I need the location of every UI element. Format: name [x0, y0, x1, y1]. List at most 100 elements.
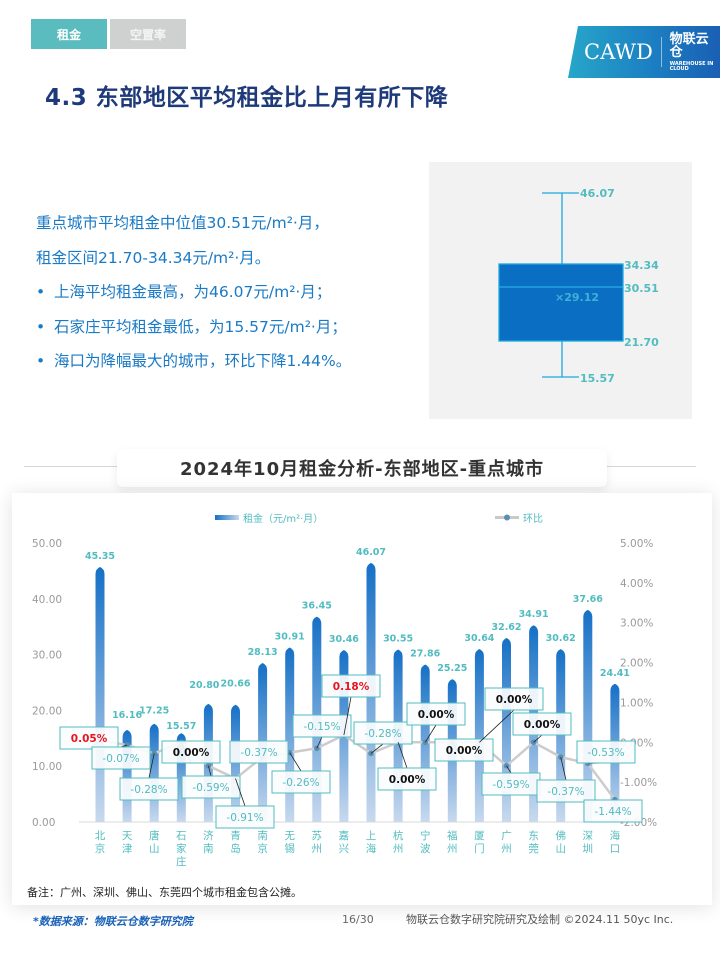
category-label: 州 [501, 843, 512, 855]
summary-bullet-lowest: 石家庄平均租金最低，为15.57元/m²·月； [36, 310, 431, 345]
data-source: *数据来源：物联云仓数字研究院 [33, 915, 193, 928]
box-mean-label: ×29.12 [555, 291, 599, 304]
mom-callout [215, 805, 275, 829]
category-label: 山 [149, 843, 160, 855]
rent-value-label: 37.66 [573, 594, 603, 605]
rent-value-label: 36.45 [302, 601, 332, 612]
mom-callout [181, 775, 241, 799]
mom-value-label: -0.26% [282, 777, 319, 789]
mom-callout [91, 746, 151, 770]
mom-callout [484, 687, 544, 711]
box-min-label: 15.57 [580, 372, 615, 385]
summary-line-2: 租金区间21.70-34.34元/m²·月。 [36, 248, 271, 267]
category-label: 家 [176, 842, 187, 855]
mom-callout [536, 779, 596, 803]
logo-en-text: WAREHOUSE IN CLOUD [669, 60, 714, 72]
mom-callout [377, 767, 437, 791]
right-axis-tick: -1.00% [620, 777, 657, 789]
category-label: 济 [203, 829, 214, 842]
left-axis-tick: 10.00 [32, 761, 62, 773]
legend-rent-label: 租金（元/m²·月） [243, 512, 323, 525]
left-axis-tick: 20.00 [32, 705, 62, 717]
category-label: 福 [447, 829, 458, 842]
tab-rent[interactable]: 租金 [31, 19, 107, 49]
mom-value-label: -0.91% [226, 812, 263, 824]
category-label: 杭 [393, 829, 404, 842]
mom-callout [59, 726, 119, 750]
mom-callout [292, 714, 352, 738]
rent-chart: 租金（元/m²·月） 环比 0.00 10.00 20.00 30.00 40.00 50.0… [12, 493, 712, 905]
category-label: 州 [312, 843, 323, 855]
summary-bullet-highest: 上海平均租金最高，为46.07元/m²·月； [36, 275, 431, 310]
mom-value-label: 0.00% [446, 745, 483, 757]
box-plot-panel: 46.07 34.34 30.51 ×29.12 21.70 15.57 [429, 162, 692, 419]
mom-value-label: -0.53% [587, 747, 624, 759]
mom-callout [353, 721, 413, 745]
category-label: 唐 [149, 829, 160, 842]
category-label: 圳 [583, 843, 594, 855]
legend-rent-swatch [215, 515, 239, 520]
category-label: 北 [95, 830, 106, 842]
category-label: 上 [366, 830, 377, 842]
right-axis-tick: 4.00% [620, 578, 653, 590]
logo-divider [660, 37, 662, 67]
footer-credit: 物联云仓数字研究院研究及绘制 ©2024.11 50yc Inc. [406, 913, 674, 926]
mom-point [124, 742, 130, 748]
mom-value-label: -0.37% [240, 747, 277, 759]
rent-bar [149, 723, 159, 822]
rent-value-label: 45.35 [85, 551, 115, 562]
category-label: 州 [447, 843, 458, 855]
rent-value-label: 30.64 [464, 633, 494, 644]
summary-text: 重点城市平均租金中位值30.51元/m²·月， 租金区间21.70-34.34元… [36, 206, 431, 379]
mom-value-label: 0.00% [173, 747, 210, 759]
rent-value-label: 17.25 [139, 706, 169, 717]
mom-callout [271, 770, 331, 794]
category-label: 京 [95, 842, 106, 855]
rent-bar [474, 649, 484, 822]
category-label: 厦 [474, 830, 485, 842]
category-label: 津 [122, 843, 133, 855]
chart-note: 备注：广州、深圳、佛山、东莞四个城市租金包含公摊。 [27, 886, 302, 899]
tab-bar: 租金 空置率 [31, 19, 186, 49]
right-axis-tick: 1.00% [620, 697, 653, 709]
chart-title: 2024年10月租金分析-东部地区-重点城市 [117, 449, 607, 487]
category-label: 宁 [420, 829, 431, 842]
category-label: 嘉 [339, 829, 350, 842]
logo-cn-text: 物联云仓 [669, 31, 709, 60]
mom-callout [434, 738, 494, 762]
category-label: 苏 [312, 829, 323, 842]
warehouse-in-cloud-logo: 物联云仓 WAREHOUSE IN CLOUD [670, 33, 720, 72]
box-q1-label: 21.70 [624, 336, 659, 349]
page-number: 16/30 [342, 913, 374, 926]
mom-value-label: 0.05% [71, 733, 108, 745]
category-label: 南 [203, 842, 214, 855]
page-title: 4.3 东部地区平均租金比上月有所下降 [45, 85, 449, 111]
section-divider-right [600, 466, 696, 467]
section-divider-left [24, 466, 124, 467]
rent-bar [95, 566, 105, 822]
mom-value-label: -0.15% [303, 721, 340, 733]
right-axis-tick: 5.00% [620, 538, 653, 550]
left-axis-tick: 0.00 [32, 817, 55, 829]
category-label: 广 [501, 830, 512, 842]
tab-vacancy[interactable]: 空置率 [110, 19, 186, 49]
legend-mom-swatch [504, 514, 510, 521]
mom-value-label: -0.28% [364, 728, 401, 740]
mom-value-label: -0.59% [192, 782, 229, 794]
category-label: 口 [610, 843, 621, 855]
mom-callout [406, 702, 466, 726]
rent-value-label: 28.13 [248, 647, 278, 658]
category-label: 波 [420, 842, 431, 855]
mom-callout [512, 712, 572, 736]
mom-value-label: 0.00% [418, 709, 455, 721]
summary-line-1: 重点城市平均租金中位值30.51元/m²·月， [36, 214, 329, 232]
mom-callout [321, 674, 381, 698]
category-label: 天 [122, 830, 133, 842]
mom-callout [576, 740, 636, 764]
category-label: 兴 [339, 843, 350, 855]
cawd-logo-text: CAWD [584, 40, 653, 64]
mom-value-label: 0.00% [524, 719, 561, 731]
mom-callout [583, 799, 643, 823]
mom-value-label: 0.18% [333, 681, 370, 693]
category-label: 庄 [176, 855, 187, 868]
